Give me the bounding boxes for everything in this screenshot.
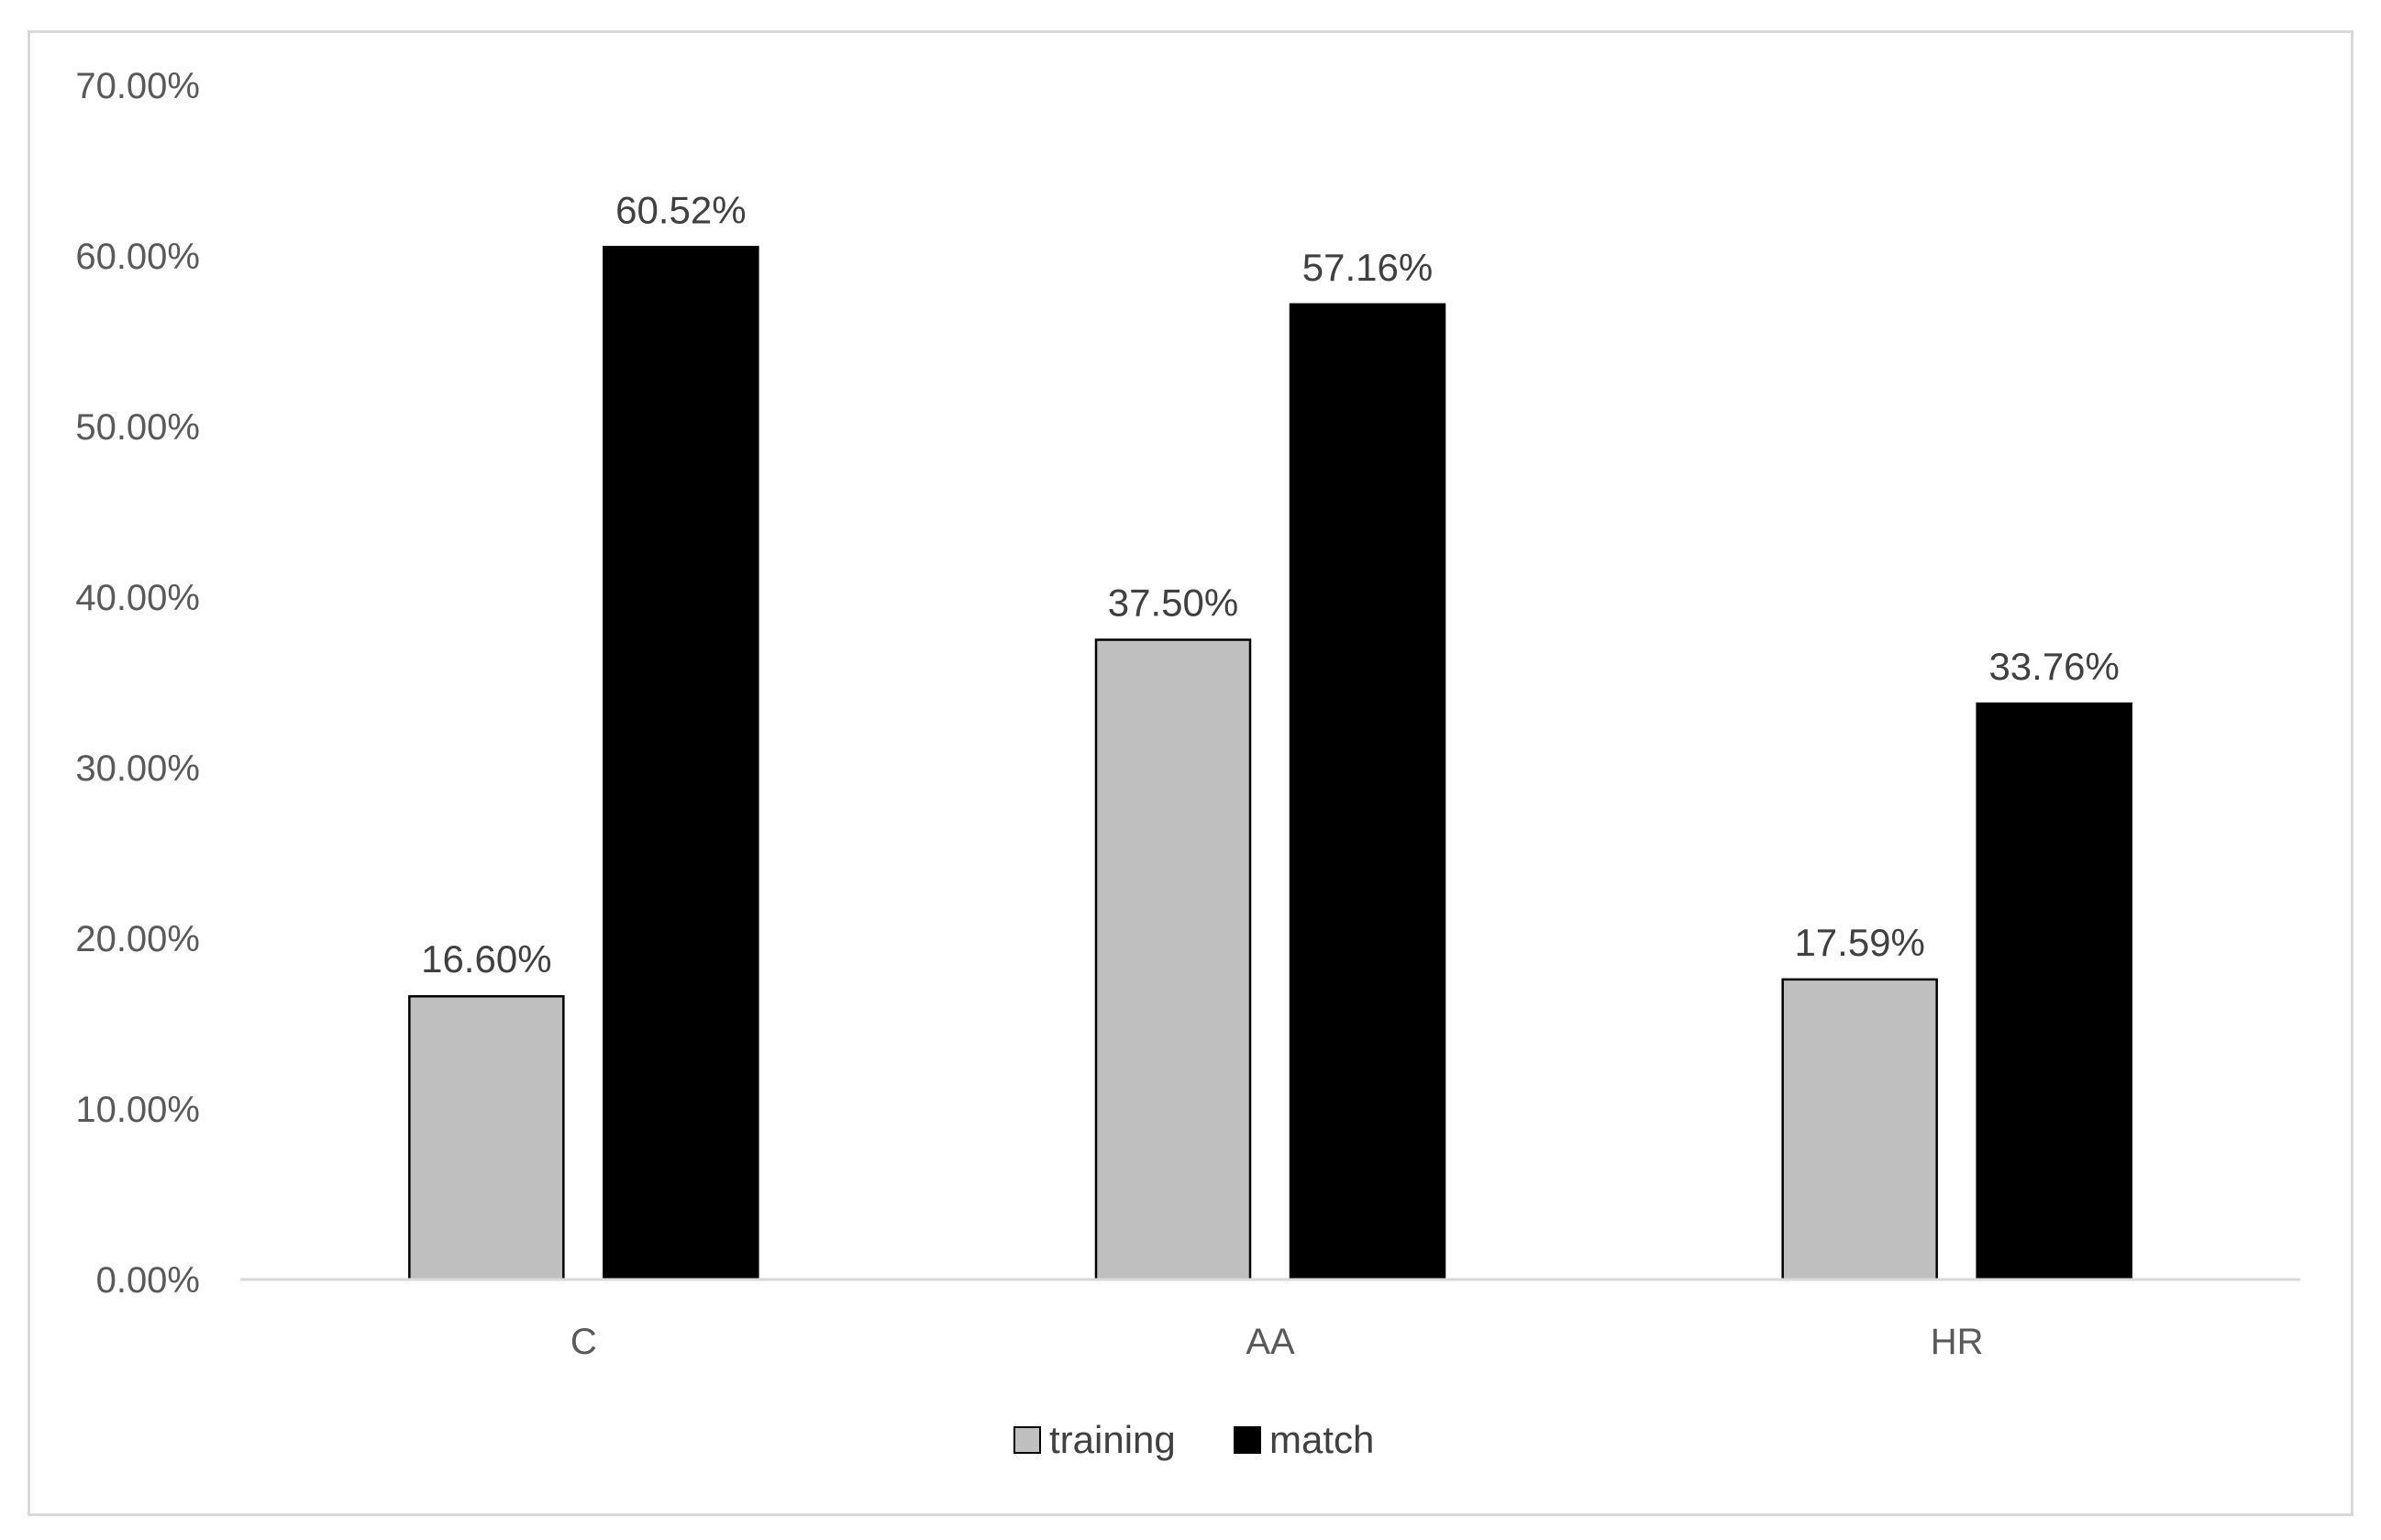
data-label: 57.16% bbox=[1302, 246, 1433, 289]
y-tick-label: 50.00% bbox=[75, 407, 200, 448]
data-label: 33.76% bbox=[1988, 645, 2119, 688]
y-tick-label: 20.00% bbox=[75, 919, 200, 959]
x-category-label: HR bbox=[1931, 1322, 1984, 1362]
x-category-label: C bbox=[570, 1322, 597, 1362]
bar-training-AA bbox=[1094, 638, 1252, 1281]
y-tick-label: 30.00% bbox=[75, 748, 200, 789]
legend-label-training: training bbox=[1049, 1418, 1176, 1461]
legend-swatch-training bbox=[1013, 1426, 1041, 1454]
data-label: 16.60% bbox=[421, 937, 551, 981]
bar-match-HR bbox=[1976, 702, 2132, 1281]
data-label: 37.50% bbox=[1108, 582, 1238, 625]
y-tick-label: 70.00% bbox=[75, 66, 200, 106]
bar-match-AA bbox=[1289, 303, 1446, 1281]
y-tick-label: 60.00% bbox=[75, 237, 200, 277]
y-tick-label: 0.00% bbox=[96, 1260, 200, 1301]
legend-label-match: match bbox=[1269, 1418, 1374, 1461]
bar-match-C bbox=[603, 246, 759, 1281]
y-tick-label: 40.00% bbox=[75, 578, 200, 618]
bar-training-HR bbox=[1781, 978, 1938, 1281]
bar-training-C bbox=[408, 994, 565, 1281]
x-category-label: AA bbox=[1246, 1322, 1295, 1362]
y-tick-label: 10.00% bbox=[75, 1090, 200, 1130]
legend-swatch-match bbox=[1234, 1426, 1261, 1454]
data-label: 17.59% bbox=[1794, 921, 1924, 964]
data-label: 60.52% bbox=[615, 188, 746, 231]
